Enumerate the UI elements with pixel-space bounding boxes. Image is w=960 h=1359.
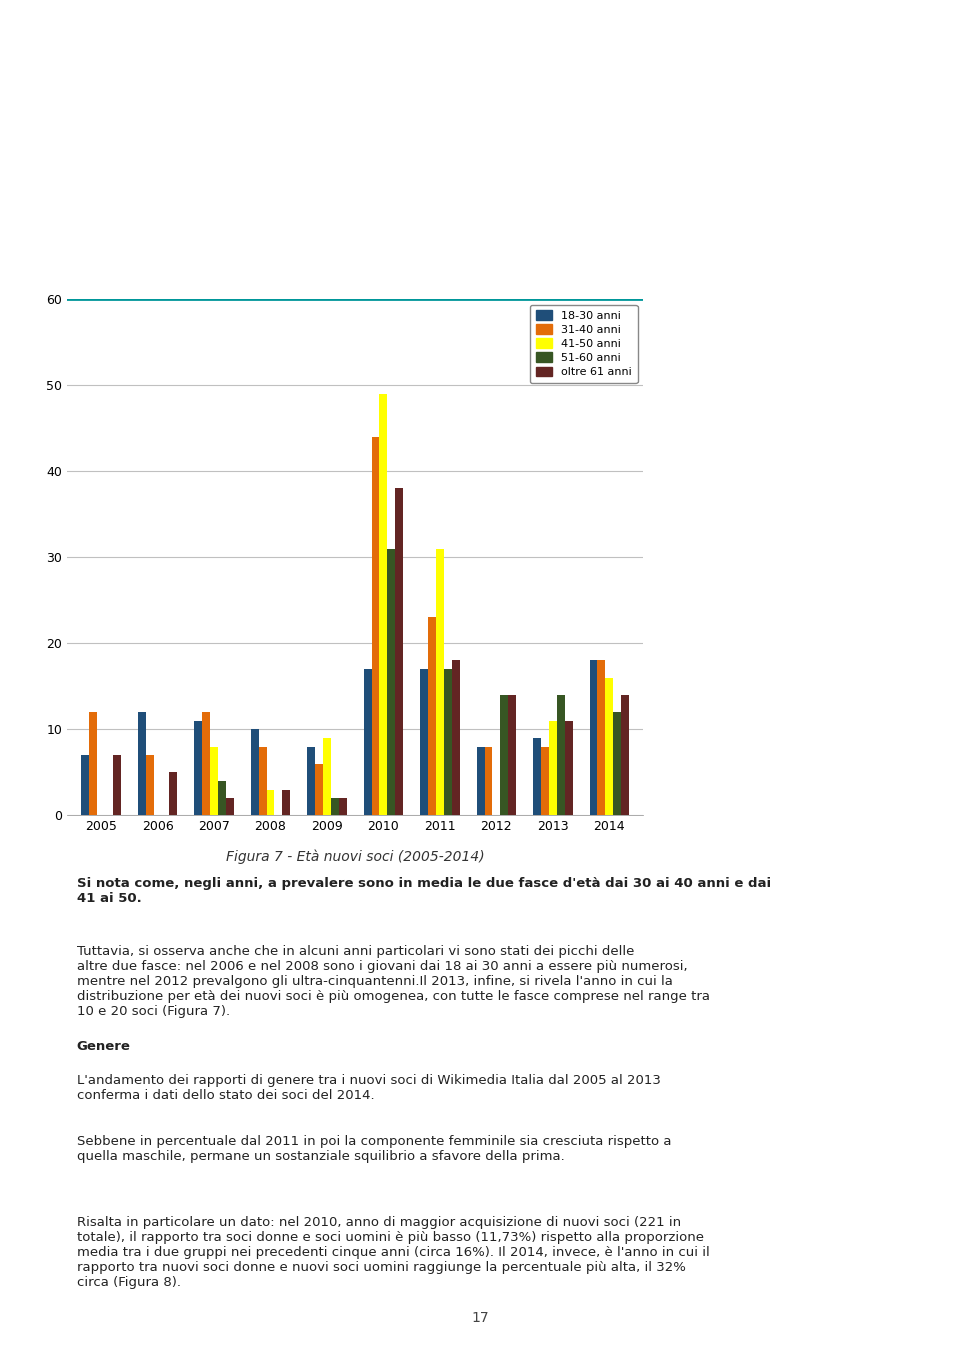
Bar	[226, 798, 234, 815]
Text: L'andamento dei rapporti di genere tra i nuovi soci di Wikimedia Italia dal 2005: L'andamento dei rapporti di genere tra i…	[77, 1074, 660, 1102]
Bar	[485, 746, 492, 815]
Bar	[428, 617, 436, 815]
Legend: 18-30 anni, 31-40 anni, 41-50 anni, 51-60 anni, oltre 61 anni: 18-30 anni, 31-40 anni, 41-50 anni, 51-6…	[530, 304, 637, 383]
Bar	[113, 756, 121, 815]
Bar	[541, 746, 549, 815]
Text: Tuttavia, si osserva anche che in alcuni anni particolari vi sono stati dei picc: Tuttavia, si osserva anche che in alcuni…	[77, 945, 709, 1018]
Bar	[436, 549, 444, 815]
Bar	[420, 669, 428, 815]
Bar	[315, 764, 323, 815]
Bar	[606, 678, 613, 815]
Bar	[82, 756, 89, 815]
Bar	[557, 694, 564, 815]
Bar	[194, 720, 203, 815]
Bar	[564, 720, 572, 815]
Bar	[613, 712, 621, 815]
Bar	[396, 488, 403, 815]
Bar	[323, 738, 331, 815]
Bar	[307, 746, 315, 815]
Bar	[476, 746, 485, 815]
Bar	[533, 738, 541, 815]
Bar	[364, 669, 372, 815]
Text: Risalta in particolare un dato: nel 2010, anno di maggior acquisizione di nuovi : Risalta in particolare un dato: nel 2010…	[77, 1216, 709, 1290]
Bar	[500, 694, 508, 815]
Bar	[258, 746, 267, 815]
Bar	[89, 712, 97, 815]
Bar	[203, 712, 210, 815]
Bar	[589, 660, 597, 815]
Bar	[597, 660, 606, 815]
Bar	[444, 669, 452, 815]
Bar	[508, 694, 516, 815]
Bar	[339, 798, 347, 815]
Text: Genere: Genere	[77, 1040, 131, 1053]
Bar	[621, 694, 629, 815]
Bar	[146, 756, 154, 815]
Bar	[549, 720, 557, 815]
Bar	[218, 781, 226, 815]
Bar	[267, 790, 275, 815]
Text: Si nota come, negli anni, a prevalere sono in media le due fasce d'età dai 30 ai: Si nota come, negli anni, a prevalere so…	[77, 877, 771, 905]
Text: Figura 7 - Età nuovi soci (2005-2014): Figura 7 - Età nuovi soci (2005-2014)	[226, 849, 485, 864]
Bar	[169, 772, 178, 815]
Bar	[452, 660, 460, 815]
Bar	[251, 730, 258, 815]
Text: 17: 17	[471, 1311, 489, 1325]
Bar	[210, 746, 218, 815]
Bar	[379, 394, 388, 815]
Bar	[388, 549, 396, 815]
Text: Sebbene in percentuale dal 2011 in poi la componente femminile sia cresciuta ris: Sebbene in percentuale dal 2011 in poi l…	[77, 1135, 671, 1163]
Bar	[282, 790, 290, 815]
Bar	[331, 798, 339, 815]
Bar	[138, 712, 146, 815]
Bar	[372, 436, 379, 815]
